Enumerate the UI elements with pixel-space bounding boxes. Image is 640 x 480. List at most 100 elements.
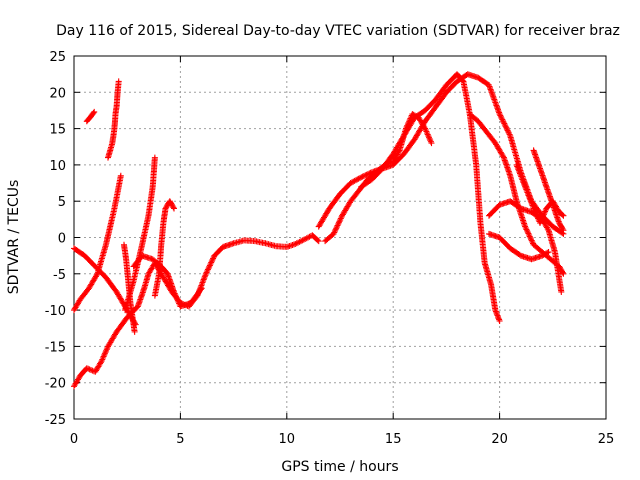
data-point	[558, 288, 565, 295]
series-arc-k	[322, 111, 435, 245]
data-point	[422, 97, 438, 114]
data-point	[71, 245, 87, 258]
data-point	[545, 227, 558, 254]
data-point	[123, 256, 132, 283]
data-point	[379, 152, 396, 172]
data-point	[158, 221, 167, 248]
series-arc-o	[486, 230, 552, 263]
data-point	[91, 108, 98, 115]
data-point	[560, 212, 567, 219]
data-point	[390, 152, 406, 168]
data-point	[492, 140, 507, 160]
data-point	[400, 137, 417, 157]
data-point	[92, 263, 108, 280]
data-point	[347, 175, 363, 186]
x-axis-label: GPS time / hours	[281, 459, 398, 475]
data-point	[251, 238, 267, 246]
data-point	[188, 286, 204, 306]
axis-ticks	[73, 55, 607, 420]
data-point	[545, 249, 552, 256]
data-point	[145, 185, 156, 219]
data-point	[292, 237, 306, 247]
data-point	[315, 238, 322, 245]
data-point	[83, 365, 97, 375]
data-point	[500, 154, 513, 178]
data-point	[543, 183, 556, 207]
data-point	[166, 198, 177, 211]
data-point	[400, 116, 417, 139]
y-tick-label: -15	[45, 340, 66, 355]
data-point	[415, 114, 428, 131]
data-point	[164, 270, 177, 294]
data-point	[522, 223, 536, 247]
data-point	[102, 274, 119, 294]
data-point	[496, 317, 503, 324]
data-point	[549, 201, 562, 225]
data-point	[309, 232, 321, 244]
data-point	[337, 181, 353, 197]
x-tick-label: 0	[70, 432, 78, 447]
data-point	[131, 328, 138, 335]
series-arc-b	[71, 172, 124, 314]
data-point	[411, 108, 427, 121]
data-point	[198, 285, 205, 292]
data-point	[549, 223, 566, 237]
data-point	[454, 71, 466, 84]
data-point	[114, 80, 122, 96]
data-point	[151, 154, 158, 161]
data-point	[202, 254, 217, 277]
data-point	[432, 90, 449, 110]
series-layer	[71, 71, 567, 390]
data-point	[539, 249, 551, 259]
data-point	[492, 307, 503, 323]
data-point	[486, 202, 502, 219]
series-arc-e	[130, 252, 205, 310]
data-point	[488, 281, 499, 312]
data-point	[109, 127, 118, 147]
series-arc-n	[486, 198, 565, 295]
data-point	[149, 156, 158, 190]
data-point	[171, 205, 178, 212]
data-point	[134, 286, 147, 310]
series-arc-f	[151, 198, 178, 299]
data-point	[77, 286, 91, 303]
data-point	[551, 249, 565, 294]
data-point	[85, 272, 100, 292]
data-point	[390, 148, 402, 165]
data-point	[466, 111, 481, 124]
y-axis-label: SDTVAR / TECUs	[6, 180, 22, 295]
data-point	[322, 231, 336, 245]
data-point	[537, 165, 549, 189]
data-point	[71, 297, 83, 314]
x-tick-label: 10	[279, 432, 296, 447]
y-tick-label: 0	[58, 232, 66, 247]
data-point	[368, 166, 385, 183]
data-point	[422, 105, 438, 125]
data-point	[560, 227, 567, 234]
data-point	[339, 199, 353, 219]
data-point	[530, 147, 543, 171]
data-point	[496, 234, 513, 251]
data-point	[262, 240, 278, 249]
data-point	[460, 78, 473, 116]
data-point	[443, 79, 459, 96]
data-point	[130, 253, 145, 270]
data-point	[81, 252, 98, 269]
grid	[74, 56, 606, 419]
data-point	[92, 359, 104, 375]
data-point	[556, 209, 566, 218]
y-tick-label: 5	[58, 195, 66, 210]
data-point	[211, 245, 225, 259]
data-point	[113, 315, 130, 335]
y-tick-label: 15	[49, 123, 66, 138]
data-point	[486, 82, 503, 116]
series-arc-q	[530, 147, 567, 234]
data-point	[105, 330, 119, 350]
x-tick-label: 20	[491, 432, 508, 447]
x-tick-labels: 0 5 10 15 20 25	[70, 432, 614, 447]
data-point	[475, 74, 491, 88]
data-point	[102, 207, 118, 248]
data-point	[315, 206, 332, 230]
data-point	[98, 344, 111, 364]
